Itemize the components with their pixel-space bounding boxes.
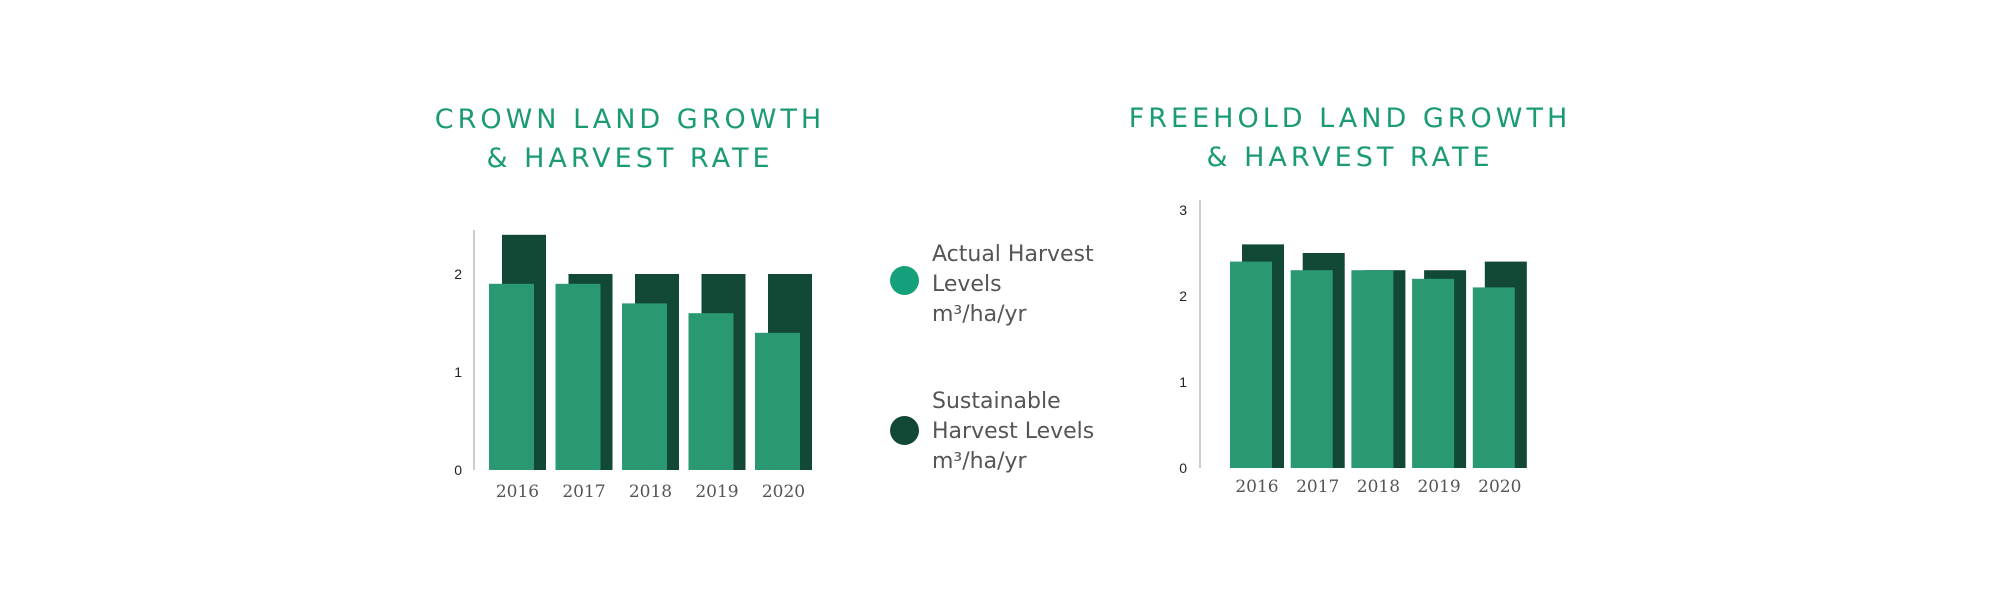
freehold-y-tick-label: 0 — [1179, 460, 1187, 476]
freehold-y-tick-label: 2 — [1179, 288, 1187, 304]
crown-y-tick-label: 0 — [454, 462, 462, 478]
freehold-x-tick-label-2017: 2017 — [1296, 477, 1339, 497]
crown-x-tick-label-2016: 2016 — [496, 482, 539, 502]
legend-swatch-sustainable — [890, 416, 919, 445]
legend-unit-actual: m³/ha/yr — [932, 302, 1027, 327]
freehold-x-tick-label-2016: 2016 — [1235, 477, 1278, 497]
crown-chart-title: CROWN LAND GROWTH & HARVEST RATE — [434, 104, 826, 174]
legend-swatch-actual — [890, 266, 919, 295]
crown-x-tick-label-2019: 2019 — [695, 482, 738, 502]
crown-x-tick-label-2018: 2018 — [629, 482, 672, 502]
legend-label-sustainable: Sustainable Harvest Levels — [932, 389, 1095, 444]
freehold-x-tick-label-2019: 2019 — [1417, 477, 1460, 497]
crown-bar-actual-2020 — [755, 332, 800, 470]
freehold-bar-actual-2020 — [1472, 287, 1515, 468]
freehold-chart-title: FREEHOLD LAND GROWTH & HARVEST RATE — [1128, 103, 1572, 173]
crown-bar-actual-2018 — [622, 303, 667, 470]
freehold-x-tick-label-2020: 2020 — [1478, 477, 1521, 497]
crown-chart-plot: 0 1 2 2016 2017 2018 2019 2020 — [454, 230, 812, 502]
freehold-x-tick-label-2018: 2018 — [1357, 477, 1400, 497]
freehold-bar-actual-2018 — [1351, 270, 1394, 468]
crown-y-tick-label: 2 — [454, 266, 462, 282]
freehold-y-tick-label: 1 — [1179, 374, 1187, 390]
freehold-y-tick-label: 3 — [1179, 202, 1187, 218]
crown-bar-actual-2019 — [688, 313, 734, 470]
freehold-bar-actual-2019 — [1412, 278, 1455, 468]
freehold-bar-actual-2016 — [1230, 261, 1272, 468]
crown-bar-actual-2016 — [489, 283, 534, 470]
legend-unit-sustainable: m³/ha/yr — [932, 449, 1027, 474]
legend-label-actual: Actual Harvest Levels — [932, 242, 1094, 297]
freehold-bar-actual-2017 — [1290, 270, 1333, 468]
crown-y-tick-label: 1 — [454, 364, 462, 380]
crown-bar-actual-2017 — [555, 283, 601, 470]
crown-x-tick-label-2017: 2017 — [562, 482, 605, 502]
crown-x-tick-label-2020: 2020 — [762, 482, 805, 502]
freehold-chart-plot: 0 1 2 3 2016 2017 2018 2019 2020 — [1179, 200, 1527, 497]
